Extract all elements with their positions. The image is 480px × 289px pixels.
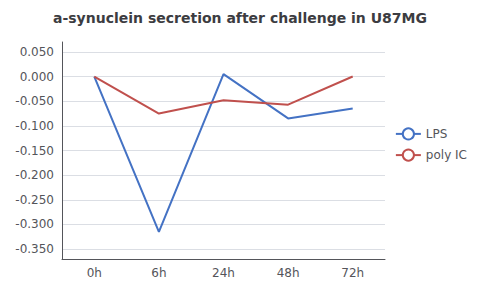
svg-text:-0.300: -0.300 (15, 217, 54, 231)
svg-text:LPS: LPS (426, 127, 448, 141)
svg-text:-0.250: -0.250 (15, 193, 54, 207)
svg-text:0.000: 0.000 (20, 70, 54, 84)
svg-text:24h: 24h (212, 266, 235, 280)
svg-text:72h: 72h (341, 266, 364, 280)
svg-text:48h: 48h (277, 266, 300, 280)
svg-text:-0.050: -0.050 (15, 94, 54, 108)
svg-text:-0.150: -0.150 (15, 144, 54, 158)
svg-text:-0.100: -0.100 (15, 119, 54, 133)
svg-text:-0.350: -0.350 (15, 242, 54, 256)
svg-text:-0.200: -0.200 (15, 168, 54, 182)
svg-text:a-synuclein secretion after ch: a-synuclein secretion after challenge in… (53, 10, 427, 26)
svg-text:0h: 0h (87, 266, 102, 280)
svg-text:poly IC: poly IC (426, 148, 467, 162)
svg-text:6h: 6h (151, 266, 166, 280)
svg-text:0.050: 0.050 (20, 45, 54, 59)
